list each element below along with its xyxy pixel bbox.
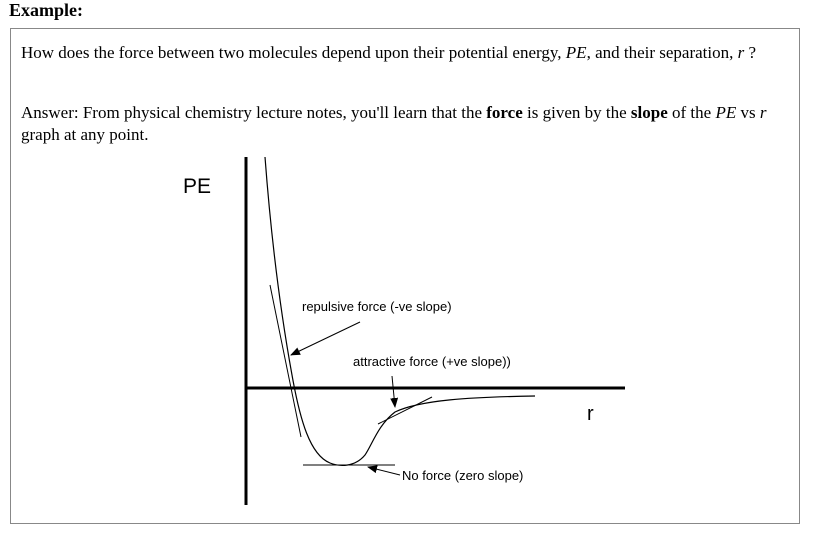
arrow (390, 375, 399, 408)
x-axis-label: r (587, 403, 594, 425)
example-box: How does the force between two molecules… (10, 28, 800, 524)
annotation: attractive force (+ve slope)) (353, 354, 511, 369)
potential-curve (264, 156, 536, 466)
annotation: repulsive force (-ve slope) (302, 299, 452, 314)
y-axis-label: PE (183, 175, 211, 198)
text: graph at any point. (21, 125, 149, 144)
text: PE (715, 103, 737, 122)
text: vs (736, 103, 760, 122)
text: How does the force between two molecules… (21, 43, 566, 62)
text: slope (630, 103, 668, 122)
attractive-tangent (377, 396, 433, 425)
annotation: No force (zero slope) (402, 468, 523, 483)
arrow (290, 321, 361, 356)
answer: Answer: From physical chemistry lecture … (21, 102, 781, 146)
text: ? (744, 43, 757, 62)
text: , and their separation, (586, 43, 738, 62)
text: r (737, 43, 745, 62)
text: Answer: From physical chemistry lecture … (21, 103, 487, 122)
question: How does the force between two molecules… (21, 42, 781, 64)
text: is given by the (522, 103, 631, 122)
text: PE (565, 43, 587, 62)
text: r (759, 103, 767, 122)
heading: Example: (9, 0, 83, 20)
arrow (367, 465, 401, 476)
text: force (486, 103, 523, 122)
text: of the (667, 103, 716, 122)
repulsive-tangent (269, 284, 302, 438)
